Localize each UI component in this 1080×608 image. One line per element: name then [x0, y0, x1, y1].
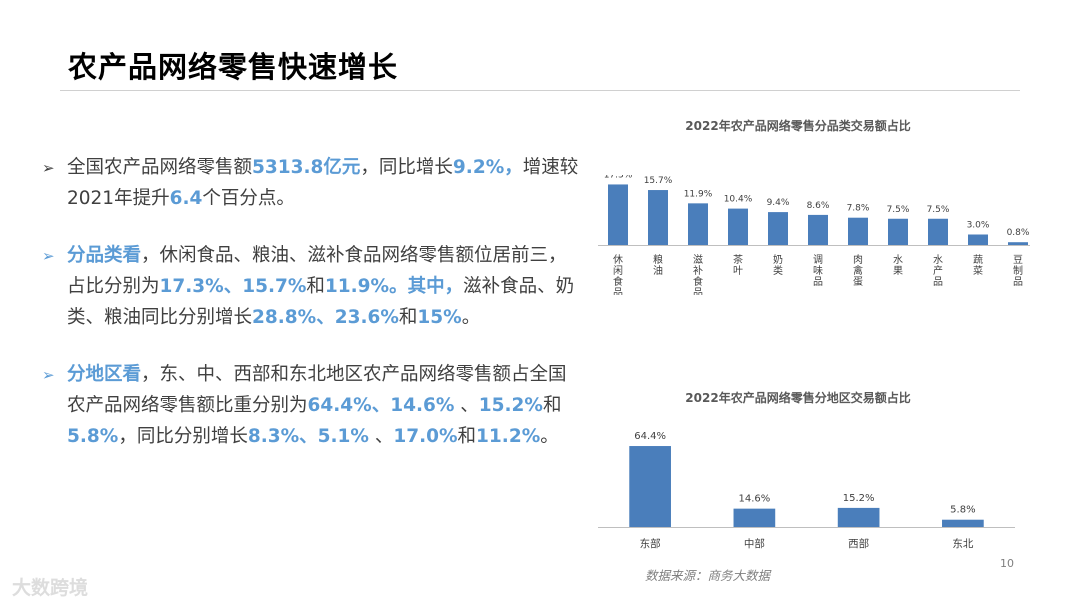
- body-text: ，同比分别增长: [118, 426, 248, 447]
- data-label: 15.2%: [843, 493, 875, 504]
- category-tick-label: 东北: [952, 537, 973, 550]
- data-label: 7.5%: [927, 205, 950, 215]
- category-tick-label: 滋补食品: [693, 253, 703, 295]
- body-text: 个百分点。: [202, 188, 295, 209]
- bullet-item: ➢ 分地区看，东、中、西部和东北地区农产品网络零售额占全国农产品网络零售额比重分…: [40, 359, 580, 452]
- data-source-note: 数据来源：商务大数据: [645, 568, 771, 583]
- body-text: 和: [457, 426, 477, 447]
- highlight-text: 分品类看: [67, 245, 142, 266]
- highlight-text: 6.4: [169, 188, 203, 209]
- highlight-text: 5313.8亿元: [252, 157, 361, 178]
- arrow-bullet-icon: ➢: [42, 366, 55, 384]
- data-label: 15.7%: [644, 176, 673, 186]
- bar: [608, 184, 628, 245]
- arrow-bullet-icon: ➢: [42, 247, 55, 265]
- data-label: 11.9%: [684, 189, 713, 199]
- body-text: ，东、中、西部和东北地区农产品网络零售额占全国农产品网络零售额比重分别为: [67, 364, 567, 416]
- bar: [688, 203, 708, 245]
- category-tick-label: 蔬菜: [973, 254, 983, 277]
- bar: [888, 218, 908, 245]
- category-tick-label: 西部: [848, 537, 869, 550]
- body-text: 和: [542, 395, 562, 416]
- bar: [733, 508, 776, 527]
- category-tick-label: 水果: [893, 254, 903, 277]
- data-label: 9.4%: [767, 198, 790, 208]
- title-divider: [60, 90, 1020, 91]
- region-share-chart: 64.4% 东部 14.6% 中部 15.2% 西部 5.8% 东北: [598, 431, 1015, 550]
- data-label: 7.5%: [887, 205, 910, 215]
- category-tick-label: 东部: [640, 537, 661, 550]
- highlight-text: 11.2%: [476, 426, 541, 447]
- highlight-text: 15.2%: [478, 395, 543, 416]
- bullet-item: ➢ 全国农产品网络零售额5313.8亿元，同比增长9.2%，增速较2021年提升…: [40, 152, 580, 214]
- category-tick-label: 粮油: [653, 253, 663, 277]
- bullet-list: ➢ 全国农产品网络零售额5313.8亿元，同比增长9.2%，增速较2021年提升…: [40, 152, 580, 452]
- data-label: 5.8%: [950, 505, 975, 516]
- data-label: 17.3%: [604, 175, 633, 180]
- region-chart-title: 2022年农产品网络零售分地区交易额占比: [685, 391, 911, 405]
- category-tick-label: 水产品: [933, 254, 943, 288]
- highlight-text: 9.2%，: [452, 157, 523, 178]
- highlight-text: 17.3%、15.7%: [159, 276, 307, 297]
- bar: [968, 234, 988, 245]
- bar: [648, 190, 668, 245]
- body-text: 和: [398, 307, 418, 328]
- body-text: 。: [461, 307, 481, 328]
- highlight-text: 5.8%: [67, 426, 119, 447]
- watermark-logo: 大数跨境: [12, 577, 89, 599]
- highlight-text: 15%: [417, 307, 462, 328]
- category-tick-label: 豆制品: [1013, 254, 1023, 288]
- highlight-text: 分地区看: [67, 364, 142, 385]
- data-label: 3.0%: [967, 221, 990, 231]
- body-text: 、: [368, 426, 394, 447]
- data-label: 64.4%: [634, 431, 666, 442]
- bar: [768, 212, 788, 245]
- body-text: 。: [540, 426, 559, 447]
- bar: [629, 446, 671, 527]
- body-text: 增速较2021年提升: [67, 157, 579, 209]
- body-text: 、: [454, 395, 479, 416]
- body-text: ，同比增长: [360, 157, 453, 178]
- bar: [837, 507, 880, 527]
- category-tick-label: 休闲食品: [613, 254, 623, 295]
- highlight-text: 64.4%、14.6%: [307, 395, 455, 416]
- arrow-bullet-icon: ➢: [42, 159, 55, 177]
- data-label: 7.8%: [847, 204, 870, 214]
- bullet-item: ➢ 分品类看，休闲食品、粮油、滋补食品网络零售额位居前三，占比分别为17.3%、…: [40, 240, 580, 333]
- category-tick-label: 肉禽蛋: [853, 253, 863, 288]
- category-tick-label: 茶叶: [733, 253, 743, 277]
- bar: [942, 519, 984, 527]
- slide-title: 农产品网络零售快速增长: [68, 50, 399, 84]
- data-label: 14.6%: [738, 494, 770, 505]
- highlight-text: 8.3%、5.1%: [247, 426, 369, 447]
- data-label: 8.6%: [807, 201, 830, 211]
- page-number: 10: [1000, 557, 1014, 570]
- body-text: ，休闲食品、粮油、滋补食品网络零售额位居前三，占比分别为: [67, 245, 567, 297]
- category-share-chart: 17.3% 休闲食品 15.7% 粮油 11.9% 滋补食品 10.4% 茶叶 9.4% 奶类 8.…: [598, 175, 1030, 295]
- category-tick-label: 中部: [744, 537, 765, 550]
- highlight-text: 28.8%、23.6%: [252, 307, 399, 328]
- category-tick-label: 奶类: [773, 254, 783, 277]
- body-text: 和: [306, 276, 325, 297]
- bar: [848, 217, 868, 245]
- highlight-text: 11.9%。其中，: [324, 276, 464, 297]
- bullet-text: 分品类看，休闲食品、粮油、滋补食品网络零售额位居前三，占比分别为17.3%、15…: [67, 245, 574, 328]
- highlight-text: 17.0%: [393, 426, 458, 447]
- category-chart-title: 2022年农产品网络零售分品类交易额占比: [685, 119, 911, 133]
- bullet-text: 全国农产品网络零售额5313.8亿元，同比增长9.2%，增速较2021年提升6.…: [67, 157, 578, 209]
- category-tick-label: 调味品: [813, 254, 823, 288]
- body-text: 滋补食品、奶类、粮油同比分别增长: [67, 276, 575, 328]
- data-label: 0.8%: [1007, 228, 1030, 238]
- data-label: 10.4%: [724, 195, 753, 205]
- bullet-text: 分地区看，东、中、西部和东北地区农产品网络零售额占全国农产品网络零售额比重分别为…: [67, 364, 567, 447]
- bar: [1008, 242, 1028, 245]
- bar: [928, 218, 948, 245]
- bar: [808, 214, 828, 245]
- bar: [728, 208, 748, 245]
- body-text: 全国农产品网络零售额: [67, 157, 253, 178]
